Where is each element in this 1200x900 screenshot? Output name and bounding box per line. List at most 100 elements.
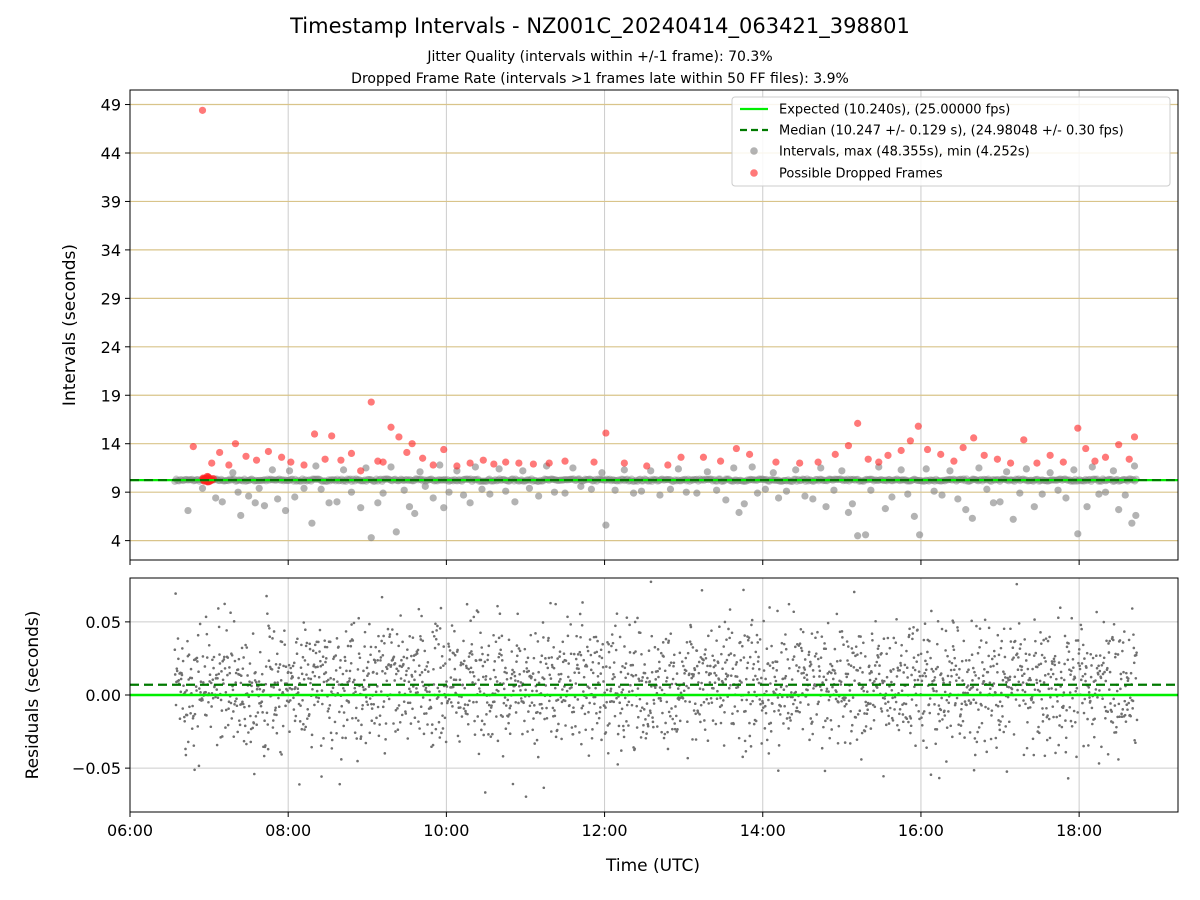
residual-point xyxy=(186,639,189,643)
residual-point xyxy=(271,637,274,640)
residual-point xyxy=(572,710,576,714)
residual-point xyxy=(353,678,356,682)
residual-point xyxy=(222,655,226,659)
residual-point xyxy=(657,660,661,664)
residual-point xyxy=(226,673,229,677)
residual-point xyxy=(294,714,298,718)
residual-point xyxy=(542,677,546,681)
residual-point xyxy=(762,619,765,623)
y-tick-label: 0.00 xyxy=(85,686,121,705)
residual-point xyxy=(512,670,516,674)
residual-point xyxy=(1041,707,1044,710)
residual-point xyxy=(473,733,477,736)
residual-point xyxy=(218,662,222,665)
residual-point xyxy=(916,628,919,632)
residual-point xyxy=(844,672,848,676)
residual-point xyxy=(784,633,787,636)
residual-point xyxy=(554,602,557,606)
residual-point xyxy=(1105,639,1108,643)
residual-point xyxy=(742,588,745,592)
residual-point xyxy=(283,629,286,632)
residual-point xyxy=(1000,704,1004,708)
interval-point xyxy=(1022,465,1031,473)
residual-point xyxy=(563,699,567,703)
residual-point xyxy=(648,680,652,683)
residual-point xyxy=(1102,620,1106,624)
interval-point xyxy=(1115,506,1123,514)
residual-point xyxy=(1023,690,1027,694)
residual-point xyxy=(1037,725,1040,729)
residual-point xyxy=(856,669,860,672)
residual-point xyxy=(854,645,858,648)
residual-point xyxy=(960,707,963,711)
interval-point xyxy=(735,508,743,517)
residual-point xyxy=(274,663,278,666)
residual-point xyxy=(585,665,589,668)
residual-point xyxy=(996,633,1000,637)
residual-point xyxy=(329,676,332,680)
residual-point xyxy=(775,660,779,664)
residual-point xyxy=(181,659,185,663)
residual-point xyxy=(310,745,313,749)
residual-point xyxy=(790,712,794,716)
residual-point xyxy=(336,680,339,684)
residual-point xyxy=(651,720,655,724)
residual-point xyxy=(428,698,432,702)
residual-point xyxy=(319,744,323,747)
dropped-frame-point xyxy=(198,106,207,114)
residual-point xyxy=(841,715,845,718)
interval-point xyxy=(1121,491,1129,499)
interval-point xyxy=(569,464,577,472)
residual-point xyxy=(227,707,230,710)
residual-point xyxy=(409,722,413,725)
residual-point xyxy=(1039,662,1043,666)
residual-point xyxy=(234,671,238,675)
dropped-frame-subtitle: Dropped Frame Rate (intervals >1 frames … xyxy=(351,71,849,87)
residual-point xyxy=(531,728,535,732)
residual-point xyxy=(598,655,601,658)
residual-point xyxy=(440,731,443,735)
residual-point xyxy=(271,719,275,722)
residual-point xyxy=(592,635,596,639)
residual-point xyxy=(709,697,713,700)
residual-point xyxy=(373,722,376,725)
residual-point xyxy=(959,724,963,727)
residual-point xyxy=(805,678,809,681)
residual-point xyxy=(1076,711,1079,714)
interval-point xyxy=(495,465,503,473)
residual-point xyxy=(859,651,863,655)
residual-point xyxy=(966,684,970,687)
residual-point xyxy=(480,646,484,649)
residual-point xyxy=(893,695,897,699)
residual-point xyxy=(260,700,264,704)
residual-point xyxy=(682,689,686,693)
residual-point xyxy=(493,700,496,704)
interval-point xyxy=(421,482,429,490)
residual-point xyxy=(727,653,731,657)
residual-point xyxy=(962,639,966,643)
residual-point xyxy=(436,695,440,699)
residual-point xyxy=(625,703,629,707)
residual-point xyxy=(464,664,468,668)
residual-point xyxy=(915,703,918,707)
residual-point xyxy=(1006,695,1010,699)
residual-point xyxy=(348,669,352,673)
residual-point xyxy=(667,710,671,714)
residual-point xyxy=(547,656,551,660)
interval-point xyxy=(411,509,419,518)
residual-point xyxy=(722,744,726,747)
residual-point xyxy=(1108,670,1112,674)
interval-point xyxy=(308,519,316,527)
residual-point xyxy=(242,739,246,743)
residual-point xyxy=(816,657,820,661)
residual-point xyxy=(798,710,801,714)
residual-point xyxy=(730,631,734,635)
residual-point xyxy=(739,658,743,662)
residual-point xyxy=(222,658,226,661)
residual-point xyxy=(527,710,530,713)
residual-point xyxy=(789,719,792,722)
interval-point xyxy=(817,464,825,472)
residual-point xyxy=(737,736,741,740)
residual-point xyxy=(1069,719,1073,723)
residual-point xyxy=(665,676,669,680)
